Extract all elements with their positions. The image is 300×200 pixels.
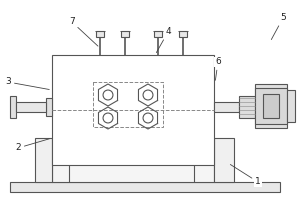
- Bar: [239, 96, 255, 118]
- Bar: [10, 182, 280, 192]
- Text: 4: 4: [156, 27, 171, 53]
- Bar: [35, 138, 52, 182]
- Bar: [179, 31, 187, 37]
- Bar: [154, 31, 162, 37]
- Text: 7: 7: [69, 18, 98, 46]
- Bar: [158, 155, 172, 163]
- Text: 5: 5: [271, 14, 286, 40]
- Text: 6: 6: [215, 58, 221, 80]
- Bar: [16, 102, 46, 112]
- Text: 3: 3: [5, 77, 49, 90]
- Bar: [214, 102, 239, 112]
- Bar: [121, 31, 129, 37]
- Bar: [93, 82, 163, 127]
- Bar: [46, 98, 52, 116]
- Bar: [214, 138, 234, 182]
- Text: 1: 1: [230, 164, 261, 186]
- Bar: [255, 88, 287, 124]
- Text: 2: 2: [15, 139, 49, 152]
- Bar: [52, 55, 214, 165]
- Bar: [96, 31, 104, 37]
- Bar: [10, 96, 16, 118]
- Bar: [263, 94, 279, 118]
- Bar: [287, 90, 295, 122]
- Bar: [95, 155, 109, 163]
- Bar: [255, 84, 287, 128]
- Bar: [52, 138, 214, 182]
